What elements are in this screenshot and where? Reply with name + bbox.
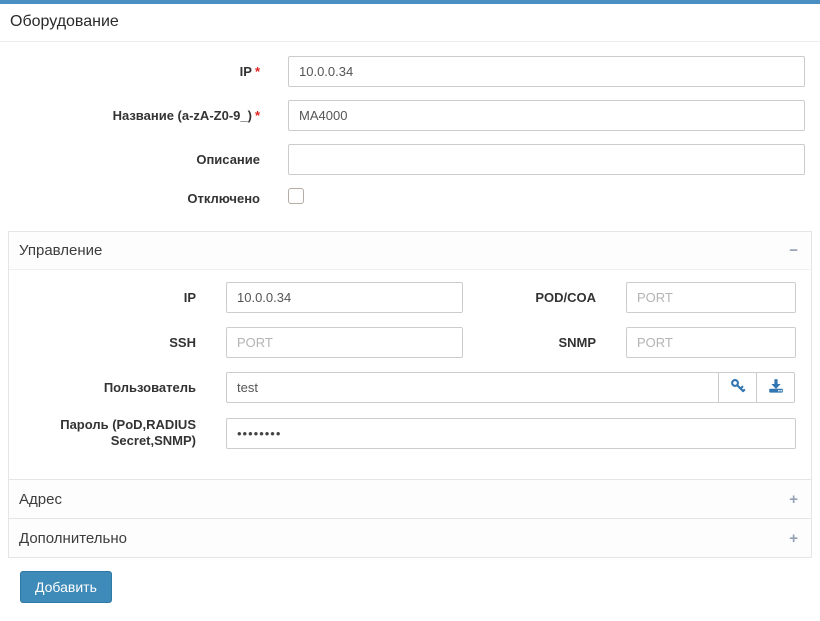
equipment-form: IP* Название (a-zA-Z0-9_)* Описание Откл… (0, 42, 820, 231)
section-additional: Дополнительно + (8, 518, 812, 558)
management-row-password: Пароль (PoD,RADIUS Secret,SNMP) (9, 417, 796, 449)
password-label: Пароль (PoD,RADIUS Secret,SNMP) (60, 417, 196, 448)
section-address-title: Адрес (19, 490, 62, 508)
description-input[interactable] (288, 144, 805, 175)
form-row-description: Описание (0, 144, 805, 175)
pod-coa-label: POD/COA (535, 289, 596, 305)
snmp-port-input[interactable] (626, 327, 796, 358)
pod-coa-input[interactable] (626, 282, 796, 313)
section-management-body: IP POD/COA SSH SNMP Пользователь (9, 270, 811, 479)
ssh-port-input[interactable] (226, 327, 463, 358)
ip-input[interactable] (288, 56, 805, 87)
download-button[interactable] (757, 372, 795, 403)
user-input[interactable] (226, 372, 719, 403)
collapse-icon[interactable]: − (789, 242, 798, 259)
key-icon (730, 378, 746, 397)
mgmt-ip-label: IP (183, 289, 196, 305)
disabled-checkbox[interactable] (288, 188, 304, 204)
snmp-label: SNMP (558, 334, 596, 350)
section-address: Адрес + (8, 479, 812, 519)
form-row-ip: IP * (0, 56, 805, 87)
expand-icon[interactable]: + (789, 490, 798, 508)
required-asterisk: * (254, 107, 260, 123)
section-management-title: Управление (19, 242, 103, 259)
name-label: Название (a-zA-Z0-9_) * (112, 107, 260, 123)
accent-top-bar (0, 0, 820, 4)
section-management: Управление − IP POD/COA SSH SNMP Пользов… (8, 231, 812, 480)
user-input-group (226, 372, 795, 403)
ip-label: IP * (239, 63, 260, 79)
sections-accordion: Управление − IP POD/COA SSH SNMP Пользов… (8, 231, 812, 558)
management-row-2: SSH SNMP (9, 327, 796, 358)
page-title: Оборудование (0, 4, 820, 42)
section-management-header[interactable]: Управление − (9, 232, 811, 270)
download-icon (768, 378, 784, 397)
user-label: Пользователь (103, 379, 196, 395)
form-row-disabled: Отключено (0, 188, 805, 231)
ssh-label: SSH (169, 334, 196, 350)
mgmt-ip-input[interactable] (226, 282, 463, 313)
description-label: Описание (196, 151, 260, 167)
management-row-1: IP POD/COA (9, 282, 796, 313)
name-input[interactable] (288, 100, 805, 131)
form-row-name: Название (a-zA-Z0-9_) * (0, 100, 805, 131)
management-row-user: Пользователь (9, 372, 795, 403)
add-button[interactable]: Добавить (20, 571, 112, 603)
generate-password-button[interactable] (719, 372, 757, 403)
section-additional-title: Дополнительно (19, 529, 127, 547)
disabled-label: Отключено (187, 190, 260, 206)
expand-icon[interactable]: + (789, 529, 798, 547)
required-asterisk: * (254, 63, 260, 79)
section-additional-header[interactable]: Дополнительно + (9, 519, 811, 557)
password-input[interactable] (226, 417, 796, 449)
section-address-header[interactable]: Адрес + (9, 480, 811, 518)
